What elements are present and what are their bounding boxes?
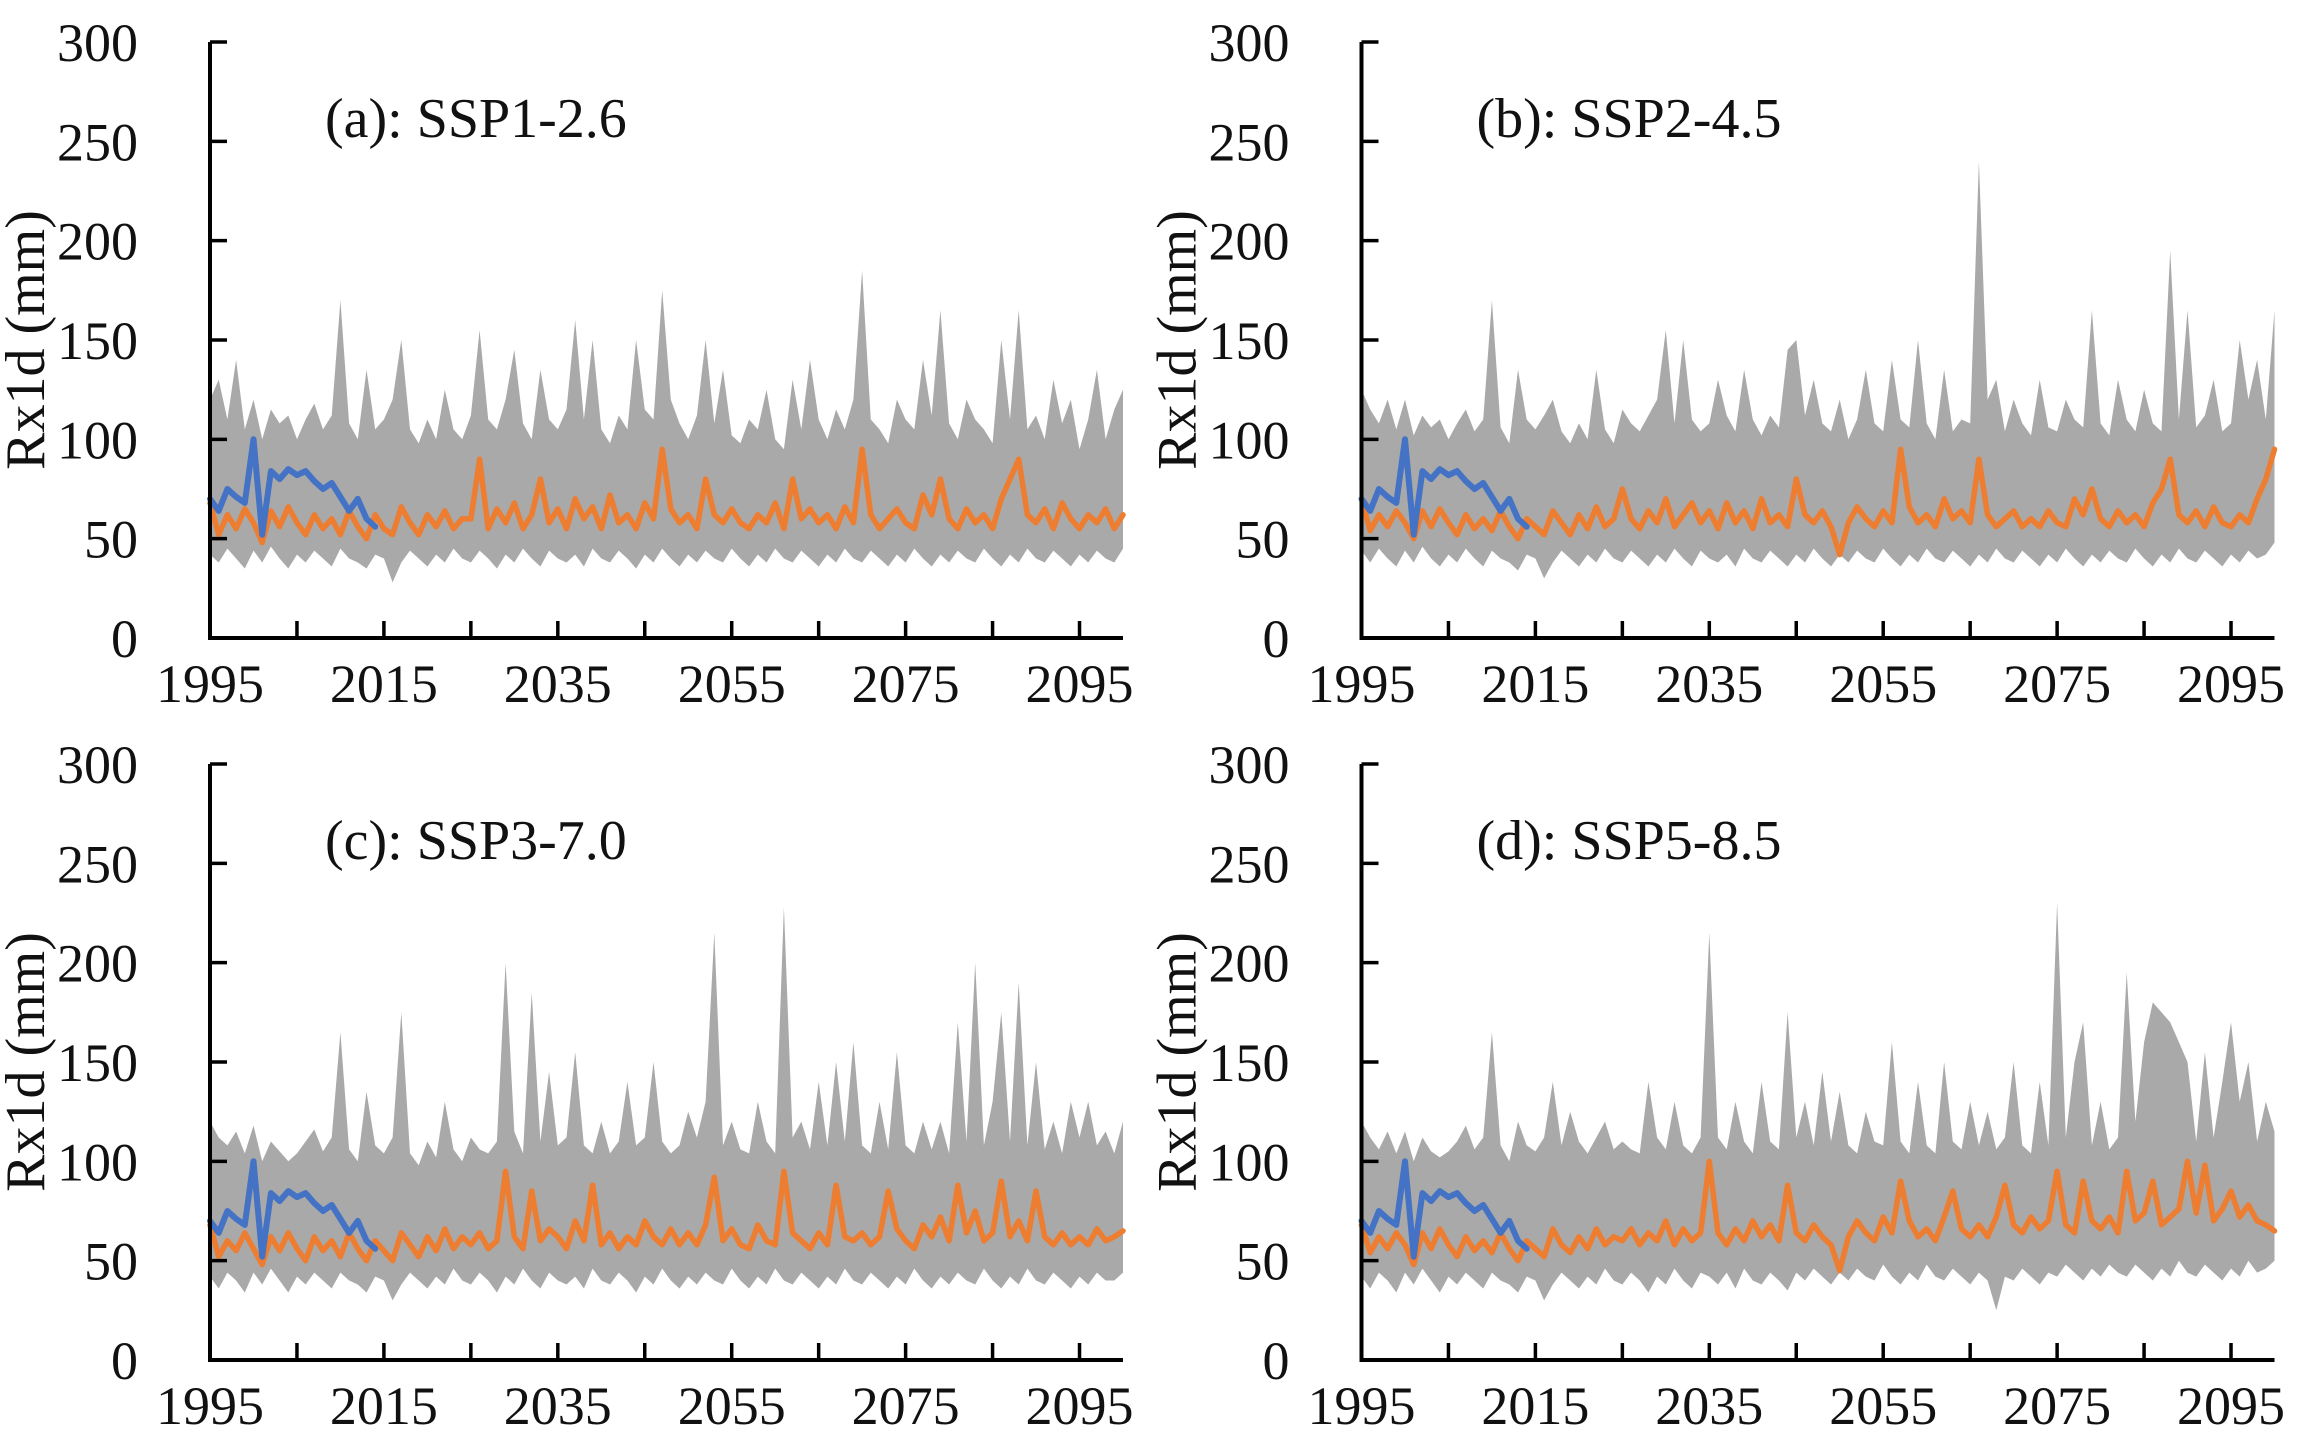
x-tick-label: 2095 [2177,1376,2285,1436]
observed-line [207,1158,379,1260]
x-tick-label: 2015 [330,1376,438,1436]
y-tick-label: 100 [1209,1132,1290,1192]
observed-line [1358,1158,1530,1260]
panel-c: 0 50 100 150 200 250 300 1995 2015 2035 2055 2075 20… [0,722,1151,1444]
ensemble-median-line [207,1168,1126,1268]
ensemble-median-line [207,446,1126,546]
x-tick-label: 2035 [1655,1376,1763,1436]
x-tick-label: 2055 [1829,1376,1937,1436]
x-tick-label: 1995 [1308,1376,1416,1436]
panel-c-chart: 0 50 100 150 200 250 300 1995 2015 2035 2055 2075 20… [0,735,1134,1436]
x-tick-label: 2095 [1026,1376,1134,1436]
model-range-band [1361,903,2275,1311]
panel-a-chart: 0 50 100 150 200 250 300 1995 2015 2035 2055 2075 20… [0,13,1134,714]
y-tick-label: 100 [57,1132,138,1192]
y-tick-label: 150 [57,311,138,371]
panel-d: 0 50 100 150 200 250 300 1995 2015 2035 2055 2075 20… [1151,722,2303,1444]
y-tick-label: 50 [1236,1232,1290,1292]
panel-label: (a): SSP1-2.6 [325,88,627,150]
x-tick-label: 1995 [156,1376,264,1436]
panel-b-chart: 0 50 100 150 200 250 300 1995 2015 2035 2055 2075 20… [1151,13,2285,714]
y-tick-label: 300 [57,735,138,795]
panel-label: (b): SSP2-4.5 [1477,88,1782,150]
y-axis-title: Rx1d (mm) [0,210,57,470]
panel-label: (d): SSP5-8.5 [1477,810,1782,872]
x-tick-label: 1995 [1308,654,1416,714]
y-tick-label: 100 [1209,410,1290,470]
model-range-band [1361,161,2275,579]
x-tick-label: 2035 [1655,654,1763,714]
y-tick-label: 250 [1209,834,1290,894]
y-tick-label: 300 [1209,735,1290,795]
x-tick-label: 2055 [1829,654,1937,714]
x-tick-label: 2075 [2003,654,2111,714]
observed-line [1358,436,1530,538]
y-tick-label: 150 [57,1033,138,1093]
panel-b: 0 50 100 150 200 250 300 1995 2015 2035 2055 2075 20… [1151,0,2303,722]
x-tick-label: 2095 [1026,654,1134,714]
y-tick-label: 50 [1236,510,1290,570]
x-tick-label: 2035 [504,654,612,714]
x-tick-label: 2055 [678,1376,786,1436]
y-tick-label: 300 [57,13,138,73]
y-tick-label: 150 [1209,1033,1290,1093]
y-tick-label: 250 [1209,112,1290,172]
y-tick-label: 200 [57,212,138,272]
y-tick-label: 200 [1209,212,1290,272]
x-tick-label: 2095 [2177,654,2285,714]
y-tick-label: 0 [111,1331,138,1391]
panel-d-chart: 0 50 100 150 200 250 300 1995 2015 2035 2055 2075 20… [1151,735,2285,1436]
y-tick-label: 0 [1263,1331,1290,1391]
x-tick-label: 2015 [1481,1376,1589,1436]
y-tick-label: 50 [84,510,138,570]
ensemble-median-line [1358,1158,2278,1274]
y-tick-label: 250 [57,834,138,894]
y-tick-label: 0 [1263,609,1290,669]
y-tick-label: 300 [1209,13,1290,73]
panel-label: (c): SSP3-7.0 [325,810,627,872]
y-tick-label: 200 [1209,934,1290,994]
x-tick-label: 2035 [504,1376,612,1436]
model-range-band [210,907,1123,1301]
y-axis-title: Rx1d (mm) [1151,932,1209,1192]
ensemble-median-line [1358,446,2278,558]
x-tick-label: 2055 [678,654,786,714]
x-tick-label: 2015 [1481,654,1589,714]
y-tick-label: 250 [57,112,138,172]
model-range-band [210,270,1123,583]
x-tick-label: 2015 [330,654,438,714]
y-tick-label: 0 [111,609,138,669]
y-axis-title: Rx1d (mm) [1151,210,1209,470]
x-tick-label: 2075 [852,1376,960,1436]
panel-a: 0 50 100 150 200 250 300 1995 2015 2035 2055 2075 20… [0,0,1151,722]
y-tick-label: 200 [57,934,138,994]
x-tick-label: 2075 [852,654,960,714]
y-tick-label: 100 [57,410,138,470]
y-tick-label: 50 [84,1232,138,1292]
y-axis-title: Rx1d (mm) [0,932,57,1192]
observed-line [207,436,379,538]
x-tick-label: 2075 [2003,1376,2111,1436]
x-tick-label: 1995 [156,654,264,714]
y-tick-label: 150 [1209,311,1290,371]
